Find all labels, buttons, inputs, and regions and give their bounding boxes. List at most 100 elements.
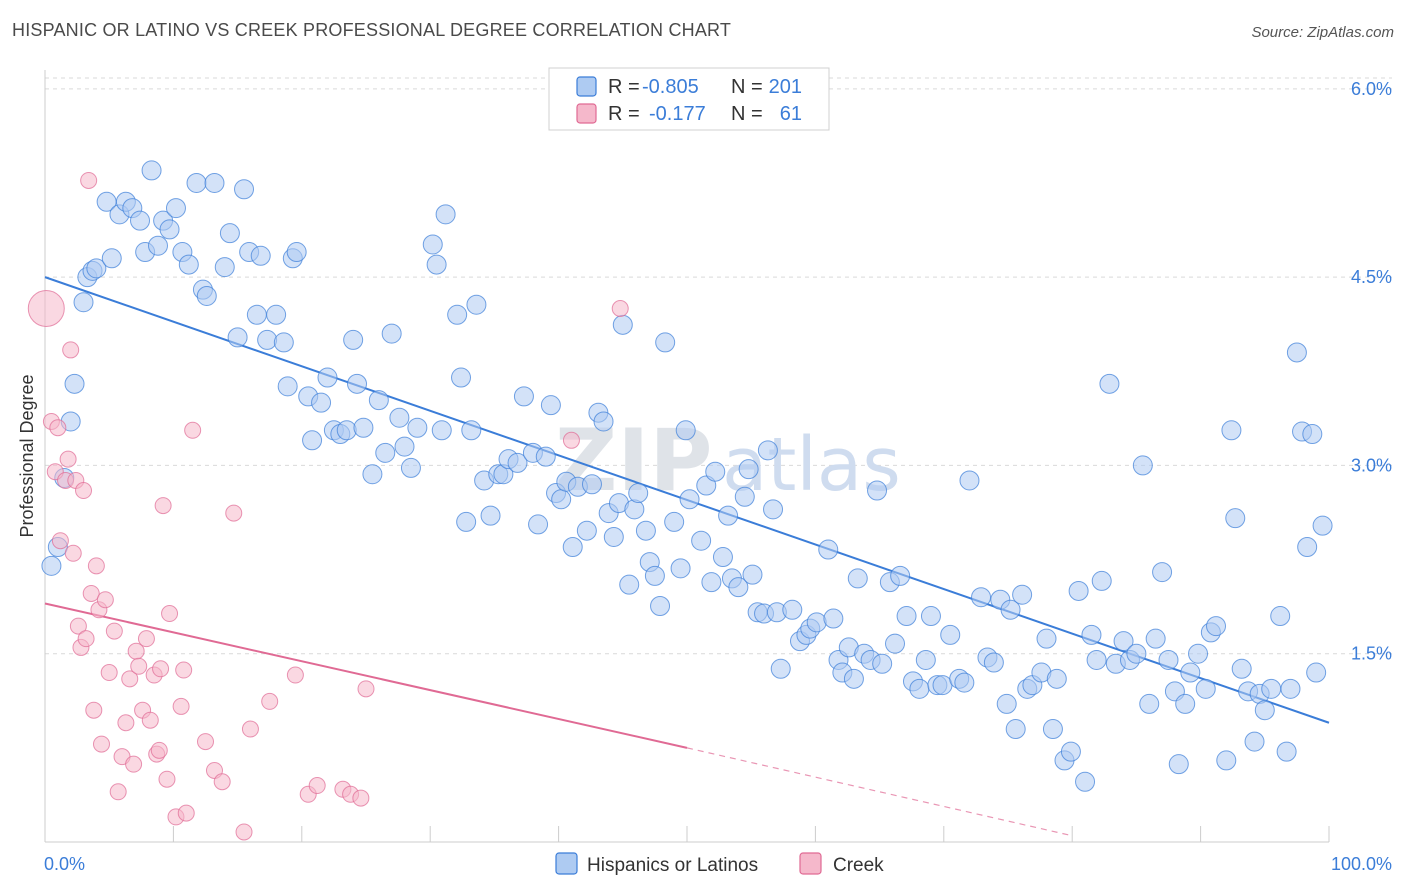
series-legend: Hispanics or Latinos Creek <box>555 852 884 876</box>
hispanic-point <box>466 294 487 315</box>
hispanic-point <box>407 417 428 438</box>
hispanic-point <box>1046 668 1067 689</box>
hispanic-point <box>954 672 975 693</box>
hispanic-point <box>1126 643 1147 664</box>
hispanic-point <box>1280 678 1301 699</box>
hispanic-point <box>1036 628 1057 649</box>
hispanic-point <box>867 480 888 501</box>
hispanic-point <box>1145 628 1166 649</box>
hispanic-point <box>635 520 656 541</box>
hispanic-point <box>1060 741 1081 762</box>
hispanic-point <box>818 539 839 560</box>
hispanic-point <box>347 373 368 394</box>
hispanic-point <box>843 668 864 689</box>
hispanic-point <box>619 574 640 595</box>
hispanic-point <box>1139 693 1160 714</box>
creek-point <box>87 557 105 575</box>
source-credit: Source: ZipAtlas.com <box>1251 24 1394 41</box>
hispanic-point <box>728 577 749 598</box>
hispanic-point <box>734 486 755 507</box>
y-tick-label: 6.0% <box>1351 79 1392 99</box>
chart-title: HISPANIC OR LATINO VS CREEK PROFESSIONAL… <box>12 20 732 40</box>
hispanic-point <box>302 430 323 451</box>
creek-point <box>241 720 259 738</box>
hispanic-point <box>101 248 122 269</box>
hispanic-point <box>670 558 691 579</box>
creek-point <box>562 431 580 449</box>
y-tick-label: 1.5% <box>1351 644 1392 664</box>
hispanic-point <box>1216 750 1237 771</box>
creek-point <box>100 664 118 682</box>
hispanic-point <box>381 323 402 344</box>
hispanic-point <box>664 511 685 532</box>
legend-r-value: -0.177 <box>649 103 706 125</box>
hispanic-point <box>246 304 267 325</box>
hispanic-point <box>971 587 992 608</box>
hispanic-point <box>41 555 62 576</box>
hispanic-point <box>983 652 1004 673</box>
series-swatch-creek <box>799 852 822 875</box>
y-tick-label: 3.0% <box>1351 455 1392 475</box>
creek-point <box>177 804 195 822</box>
creek-point <box>137 630 155 648</box>
hispanic-point <box>447 304 468 325</box>
creek-point <box>75 482 93 500</box>
creek-point <box>117 714 135 732</box>
hispanic-point <box>73 292 94 313</box>
hispanic-point <box>426 254 447 275</box>
hispanic-point <box>872 653 893 674</box>
creek-point <box>80 171 98 189</box>
hispanic-point <box>701 572 722 593</box>
hispanic-point <box>422 234 443 255</box>
hispanic-point <box>507 452 528 473</box>
hispanic-point <box>1261 678 1282 699</box>
creek-point <box>235 823 253 841</box>
hispanic-point <box>675 420 696 441</box>
hispanic-point <box>375 442 396 463</box>
creek-point <box>141 711 159 729</box>
hispanic-point <box>204 172 225 193</box>
creek-point <box>261 692 279 710</box>
hispanic-point <box>1231 658 1252 679</box>
hispanic-point <box>317 367 338 388</box>
x-tick-label: 100.0% <box>1331 854 1392 874</box>
hispanic-point <box>1306 662 1327 683</box>
creek-point <box>172 697 190 715</box>
tick-labels: 1.5% 3.0% 4.5% 6.0% 0.0% 100.0% <box>44 79 1392 874</box>
creek-point <box>49 419 67 437</box>
trend-lines <box>44 276 1330 837</box>
hispanic-point <box>1005 719 1026 740</box>
hispanic-point <box>1042 719 1063 740</box>
hispanic-point <box>431 420 452 441</box>
legend-n-label: N = <box>731 76 763 98</box>
legend-n-label: N = <box>731 103 763 125</box>
hispanic-point <box>362 464 383 485</box>
creek-point <box>197 733 214 751</box>
hispanic-point <box>996 693 1017 714</box>
creek-point <box>96 591 114 609</box>
hispanic-point <box>1099 373 1120 394</box>
creek-point <box>184 421 202 439</box>
hispanic-point <box>782 599 803 620</box>
creek-point <box>64 544 82 562</box>
hispanic-point <box>718 505 739 526</box>
legend-r-label: R = <box>608 103 640 125</box>
creek-point <box>109 783 127 801</box>
creek-point <box>77 630 95 648</box>
hispanic-point <box>1270 606 1291 627</box>
hispanic-point <box>353 417 374 438</box>
hispanic-point <box>738 459 759 480</box>
hispanic-point <box>266 304 287 325</box>
hispanic-point <box>64 373 85 394</box>
hispanic-point <box>1152 562 1173 583</box>
hispanic-point <box>186 172 207 193</box>
hispanic-point <box>712 547 733 568</box>
hispanic-point <box>593 411 614 432</box>
creek-point <box>286 666 304 684</box>
legend-swatch-blue <box>576 76 597 97</box>
axes <box>44 70 1330 843</box>
hispanic-point <box>535 446 556 467</box>
hispanic-point <box>159 219 180 240</box>
hispanic-point <box>763 499 784 520</box>
